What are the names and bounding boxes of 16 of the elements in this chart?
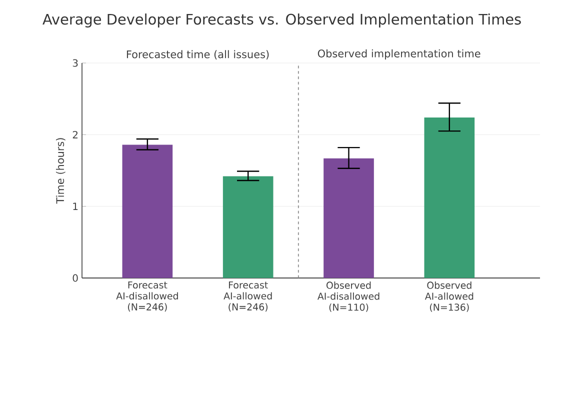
y-tick-label: 2 (72, 130, 78, 138)
bar (424, 117, 475, 278)
y-axis-title: Time (hours) (56, 138, 66, 204)
y-tick-label: 0 (72, 274, 78, 282)
y-tick-label: 3 (72, 59, 78, 67)
chart-title: Average Developer Forecasts vs. Observed Implementation Times (42, 14, 521, 28)
x-tick-label: Observed AI-allowed (N=136) (424, 282, 474, 312)
x-tick-label: Forecast AI-allowed (N=246) (224, 282, 272, 312)
bar (122, 144, 173, 278)
text: Forecasted time (all issues) (126, 50, 269, 60)
y-tick-label: 1 (73, 202, 78, 210)
x-tick-label: Forecast AI-disallowed (N=246) (116, 282, 178, 312)
text: Observed implementation time (318, 49, 480, 60)
x-tick-label: Observed AI-disallowed (N=110) (317, 282, 380, 312)
bar (222, 176, 274, 278)
bar (324, 158, 374, 278)
